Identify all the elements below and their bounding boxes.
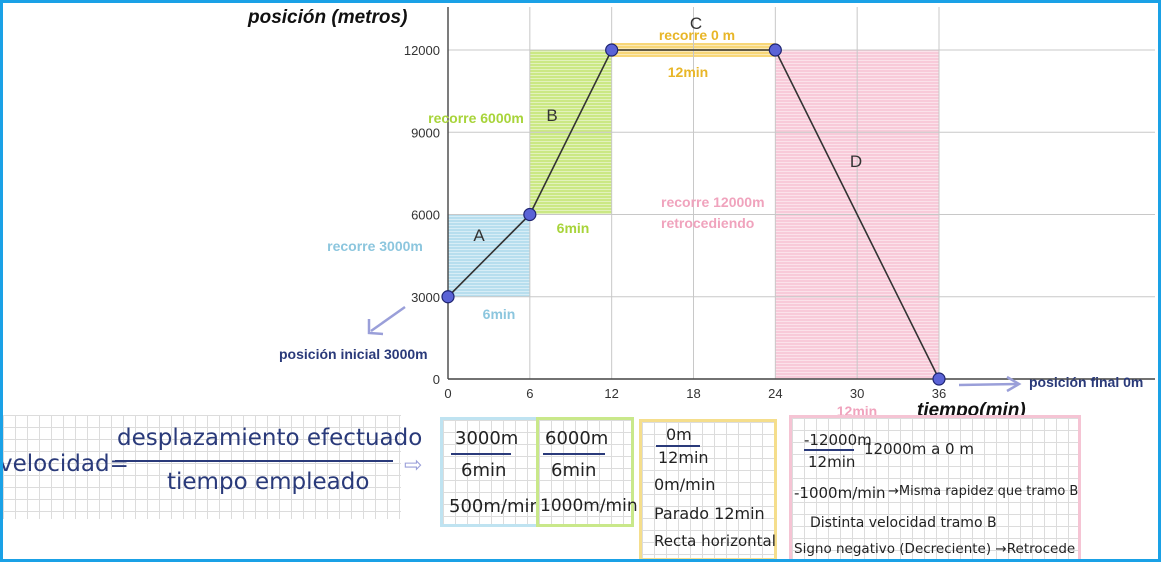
card-b-denominator: 6min xyxy=(551,460,597,481)
y-axis-title: posición (metros) xyxy=(248,7,408,28)
final-position-arrow-head xyxy=(1006,375,1022,393)
initial-position-note: posición inicial 3000m xyxy=(279,346,428,362)
card-c-fraction-bar xyxy=(656,445,700,447)
formula-fraction-bar xyxy=(115,460,393,462)
segment-b-letter: B xyxy=(546,106,557,125)
position-time-chart: 0 6 12 18 24 30 36 0 3000 6000 9000 12000 Arecorre … xyxy=(327,7,1155,419)
segment-d-distance-label: recorre 12000m xyxy=(661,194,765,210)
segment-d-card: -12000m 12min 12000m a 0 m -1000m/min →M… xyxy=(789,415,1081,559)
x-tick-label-24: 24 xyxy=(768,386,782,401)
segment-c-letter: C xyxy=(690,14,702,33)
tick-labels-layer: 0 6 12 18 24 30 36 0 3000 6000 9000 12000 xyxy=(404,43,946,401)
initial-position-arrow-head xyxy=(367,319,384,336)
y-tick-label-3000: 3000 xyxy=(411,290,440,305)
card-c-line-2: Parado 12min xyxy=(654,504,765,523)
segment-a-card: 3000m 6min 500m/min xyxy=(440,417,541,527)
final-position-arrow-shaft xyxy=(958,382,1020,387)
card-c-denominator: 12min xyxy=(658,448,709,467)
formula-equals: = xyxy=(109,451,129,477)
y-tick-label-12000: 12000 xyxy=(404,43,440,58)
formula-lhs-word: velocidad xyxy=(0,451,110,477)
card-d-line-2: Distinta velocidad tramo B xyxy=(810,515,997,531)
axes-layer xyxy=(447,7,1155,380)
card-b-result: 1000m/min xyxy=(540,496,638,516)
card-b-fraction-bar xyxy=(543,453,605,455)
x-tick-label-30: 30 xyxy=(850,386,864,401)
y-tick-label-6000: 6000 xyxy=(411,208,440,223)
x-tick-label-0: 0 xyxy=(444,386,451,401)
annotation-arrows-layer xyxy=(367,305,1022,393)
segment-c-time-label: 12min xyxy=(668,64,708,80)
x-tick-label-18: 18 xyxy=(686,386,700,401)
x-tick-label-6: 6 xyxy=(526,386,533,401)
card-c-line-3: Recta horizontal xyxy=(654,532,776,550)
card-a-denominator: 6min xyxy=(461,460,507,481)
card-c-numerator: 0m xyxy=(666,425,692,444)
formula-lhs: velocidad= xyxy=(0,451,129,477)
data-point-3 xyxy=(768,43,782,57)
segment-b-distance-label: recorre 6000m xyxy=(428,110,524,126)
card-d-denominator: 12min xyxy=(808,453,856,471)
card-d-line-1b: →Misma rapidez que tramo B xyxy=(888,484,1079,499)
card-a-result: 500m/min xyxy=(449,496,541,517)
segment-c-distance-label: recorre 0 m xyxy=(659,27,735,43)
card-d-fraction-bar xyxy=(804,449,854,451)
data-point-0 xyxy=(441,290,455,304)
y-tick-label-0: 0 xyxy=(433,372,440,387)
card-d-numerator: -12000m xyxy=(804,431,872,449)
card-d-side-note: 12000m a 0 m xyxy=(864,440,974,458)
x-tick-label-12: 12 xyxy=(604,386,618,401)
card-d-line-1: -1000m/min xyxy=(794,484,886,502)
segment-a-letter: A xyxy=(473,226,485,245)
y-tick-label-9000: 9000 xyxy=(411,125,440,140)
final-position-note: posición final 0m xyxy=(1029,374,1144,390)
formula-arrow-icon: ⇨ xyxy=(404,452,423,477)
card-a-fraction-bar xyxy=(451,453,511,455)
segment-c-card: 0m 12min 0m/min Parado 12min Recta horiz… xyxy=(639,419,777,559)
card-b-numerator: 6000m xyxy=(545,428,609,449)
card-c-line-1: 0m/min xyxy=(654,475,716,494)
initial-position-arrow-shaft xyxy=(370,305,406,333)
x-tick-label-36: 36 xyxy=(932,386,946,401)
data-point-4 xyxy=(932,372,946,386)
segment-b-card: 6000m 6min 1000m/min xyxy=(536,417,638,527)
formula-numerator: desplazamiento efectuado xyxy=(117,425,423,451)
card-a-numerator: 3000m xyxy=(455,428,519,449)
segment-b-time-label: 6min xyxy=(557,220,590,236)
segment-a-distance-label: recorre 3000m xyxy=(327,238,423,254)
segment-d-distance-label-2: retrocediendo xyxy=(661,215,754,231)
card-d-line-3: Signo negativo (Decreciente) →Retrocede xyxy=(794,541,1076,557)
velocity-formula-card: velocidad= desplazamiento efectuado tiem… xyxy=(0,415,422,519)
data-point-2 xyxy=(605,43,619,57)
segment-a-time-label: 6min xyxy=(483,306,516,322)
data-points-layer xyxy=(441,43,946,386)
formula-denominator: tiempo empleado xyxy=(167,469,370,495)
data-point-1 xyxy=(523,207,537,222)
segment-d-letter: D xyxy=(850,152,862,171)
